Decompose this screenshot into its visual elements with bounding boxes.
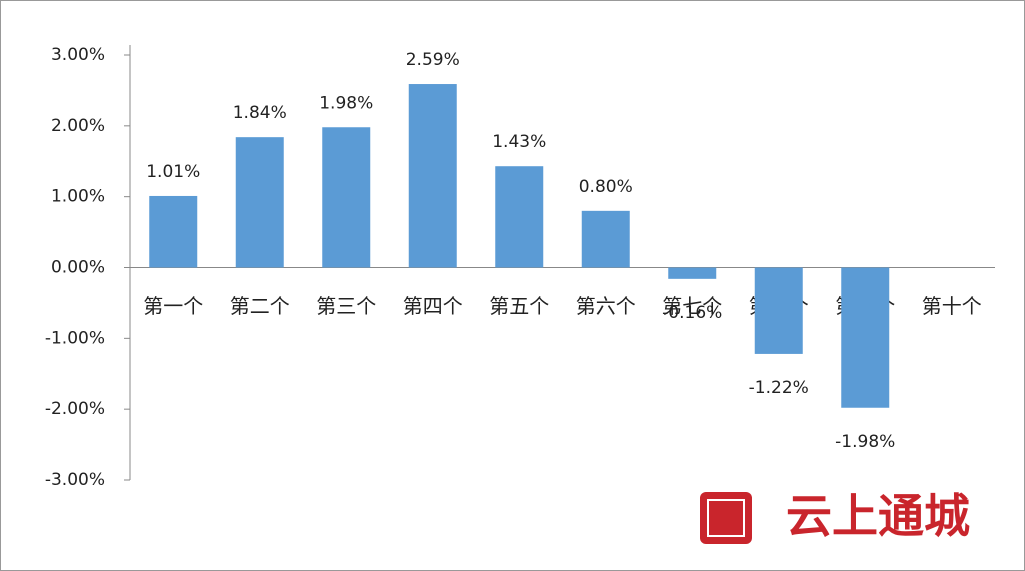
bar bbox=[408, 84, 457, 268]
y-tick-label: -2.00% bbox=[45, 399, 105, 419]
data-label: 1.98% bbox=[319, 93, 373, 113]
x-tick-label: 第六个 bbox=[576, 294, 636, 318]
bar bbox=[235, 137, 284, 268]
x-tick-label: 第一个 bbox=[143, 294, 203, 318]
bar bbox=[149, 195, 198, 268]
bar bbox=[668, 267, 717, 279]
data-label: 1.01% bbox=[146, 162, 200, 182]
watermark: 云上通城 bbox=[786, 489, 970, 543]
data-label: 2.59% bbox=[406, 50, 460, 70]
data-label: 0.80% bbox=[579, 177, 633, 197]
x-tick-label: 第二个 bbox=[230, 294, 290, 318]
data-label: 1.84% bbox=[233, 103, 287, 123]
x-tick-label: 第三个 bbox=[316, 294, 376, 318]
y-tick-label: 2.00% bbox=[51, 116, 105, 136]
bar bbox=[581, 210, 630, 268]
y-tick-label: 1.00% bbox=[51, 187, 105, 207]
bar bbox=[841, 267, 890, 408]
data-label: -0.16% bbox=[662, 303, 722, 323]
bar bbox=[495, 166, 544, 268]
x-tick-label: 第五个 bbox=[489, 294, 549, 318]
data-label: -1.98% bbox=[835, 432, 895, 452]
logo-stamp bbox=[700, 492, 752, 544]
y-tick-label: 3.00% bbox=[51, 45, 105, 65]
x-tick-label: 第七个 bbox=[662, 294, 722, 318]
y-tick-label: -1.00% bbox=[45, 328, 105, 348]
y-tick-label: -3.00% bbox=[45, 470, 105, 490]
data-label: -1.22% bbox=[749, 378, 809, 398]
x-tick-label: 第四个 bbox=[403, 294, 463, 318]
data-label: 1.43% bbox=[492, 132, 546, 152]
bar bbox=[754, 267, 803, 354]
x-tick-label: 第十个 bbox=[922, 294, 982, 318]
y-tick-label: 0.00% bbox=[51, 258, 105, 278]
bar bbox=[322, 127, 371, 268]
